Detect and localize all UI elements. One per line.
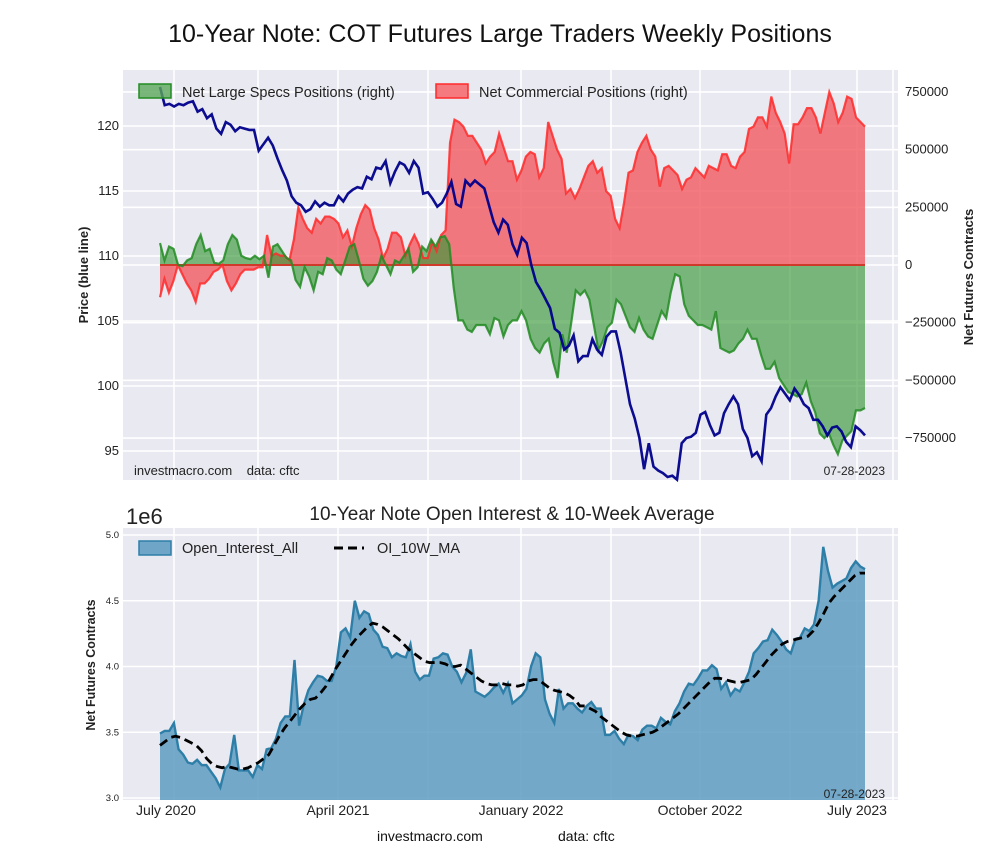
contracts-tick-label: −250000 (905, 315, 956, 330)
date-tick-label: July 2020 (136, 802, 196, 818)
price-tick-label: 120 (97, 118, 119, 133)
legend-swatch-commercial (436, 84, 468, 98)
positions-watermark: investmacro.com data: cftc (134, 463, 300, 478)
price-tick-label: 100 (97, 378, 119, 393)
contracts-tick-label: 0 (905, 257, 912, 272)
date-tick-label: April 2021 (306, 802, 369, 818)
date-axis-ticks: July 2020 April 2021 January 2022 October 2… (136, 802, 887, 818)
chart-canvas: 95 100 105 110 115 120 −750000 −500000 −250000 0… (0, 0, 1000, 860)
positions-date-label: 07-28-2023 (824, 464, 886, 478)
contracts-axis-label: Net Futures Contracts (961, 209, 976, 346)
open-interest-axis-ticks: 3.0 3.5 4.0 4.5 5.0 (106, 530, 119, 804)
axis-offset-label: 1e6 (126, 504, 163, 529)
price-axis-label: Price (blue line) (76, 227, 91, 324)
legend-label-commercial: Net Commercial Positions (right) (479, 85, 688, 101)
oi-tick-label: 4.0 (106, 662, 119, 673)
price-axis-ticks: 95 100 105 110 115 120 (97, 118, 119, 458)
contracts-tick-label: −750000 (905, 430, 956, 445)
price-tick-label: 110 (98, 248, 119, 263)
footer-site: investmacro.com (377, 828, 483, 844)
date-tick-label: January 2022 (479, 802, 564, 818)
legend-label-specs: Net Large Specs Positions (right) (182, 85, 395, 101)
contracts-tick-label: −500000 (905, 372, 956, 387)
date-tick-label: July 2023 (827, 802, 887, 818)
open-interest-title: 10-Year Note Open Interest & 10-Week Ave… (309, 504, 714, 525)
open-interest-date-label: 07-28-2023 (824, 787, 886, 801)
oi-tick-label: 4.5 (106, 596, 119, 607)
oi-tick-label: 5.0 (106, 530, 119, 541)
positions-panel: 95 100 105 110 115 120 −750000 −500000 −250000 0… (76, 70, 976, 480)
open-interest-panel: 10-Year Note Open Interest & 10-Week Ave… (84, 504, 898, 818)
oi-tick-label: 3.0 (106, 793, 119, 804)
legend-label-moving-average: OI_10W_MA (377, 541, 460, 557)
footer-source: data: cftc (558, 828, 615, 844)
legend-swatch-specs (139, 84, 171, 98)
oi-tick-label: 3.5 (106, 727, 119, 738)
contracts-axis-ticks: −750000 −500000 −250000 0 250000 500000 750000 (905, 84, 956, 445)
price-tick-label: 95 (105, 443, 119, 458)
legend-swatch-open-interest (139, 541, 171, 555)
price-tick-label: 115 (98, 183, 119, 198)
legend-label-open-interest: Open_Interest_All (182, 541, 298, 557)
date-tick-label: October 2022 (658, 802, 743, 818)
open-interest-axis-label: Net Futures Contracts (84, 599, 98, 730)
contracts-tick-label: 500000 (905, 142, 948, 157)
price-tick-label: 105 (97, 313, 119, 328)
contracts-tick-label: 750000 (905, 84, 948, 99)
contracts-tick-label: 250000 (905, 199, 948, 214)
